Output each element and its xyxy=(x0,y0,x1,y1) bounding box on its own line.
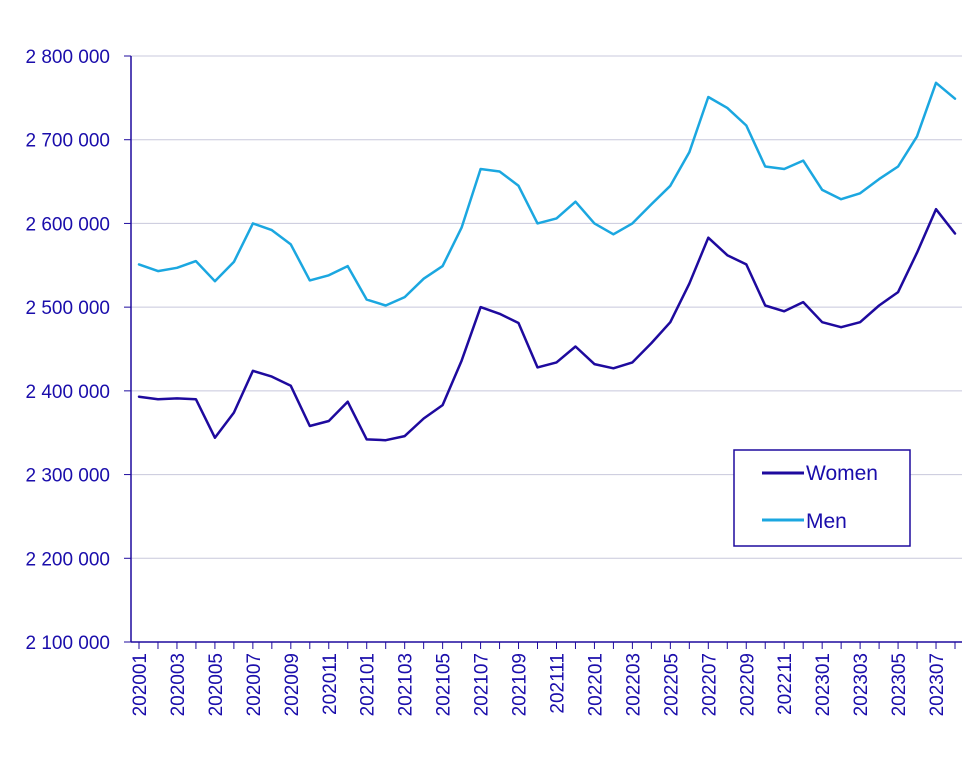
x-tick-label: 202205 xyxy=(661,653,682,716)
x-tick-label: 202105 xyxy=(434,653,455,716)
legend-box xyxy=(733,449,911,547)
series-line-men xyxy=(137,81,957,307)
x-tick-label: 202207 xyxy=(699,653,720,716)
x-tick-label: 202109 xyxy=(510,653,531,716)
x-axis: 202001 202003 202005 202007 202009 202011 2021… xyxy=(130,641,962,716)
x-tick-label: 202101 xyxy=(358,653,379,716)
legend: Women Men xyxy=(733,449,911,547)
x-tick-label: 202111 xyxy=(547,653,568,714)
x-tick-label: 202005 xyxy=(206,653,227,716)
y-tick-label: 2 700 000 xyxy=(25,131,110,152)
x-tick-label: 202203 xyxy=(623,653,644,716)
x-tick-label: 202103 xyxy=(396,653,417,716)
series-lines xyxy=(137,81,957,442)
x-tick-label: 202303 xyxy=(851,653,872,716)
x-tick-label: 202201 xyxy=(585,653,606,716)
y-axis: 2 100 000 2 200 000 2 300 000 2 400 000 2 50… xyxy=(25,47,132,654)
x-tick-label: 202011 xyxy=(320,653,341,715)
x-tick-label: 202307 xyxy=(927,653,948,716)
legend-label-men: Men xyxy=(806,510,847,533)
x-tick-label: 202007 xyxy=(244,653,265,716)
x-tick-label: 202009 xyxy=(282,653,303,716)
y-tick-label: 2 300 000 xyxy=(25,466,110,487)
x-tick-label: 202301 xyxy=(813,653,834,716)
x-tick-label: 202305 xyxy=(889,653,910,716)
x-tick-label: 202209 xyxy=(737,653,758,716)
x-tick-label: 202001 xyxy=(130,653,151,716)
gridlines xyxy=(131,55,962,559)
y-tick-label: 2 800 000 xyxy=(25,47,110,68)
y-tick-label: 2 600 000 xyxy=(25,214,110,235)
y-tick-label: 2 100 000 xyxy=(25,633,110,654)
y-tick-label: 2 500 000 xyxy=(25,298,110,319)
legend-label-women: Women xyxy=(806,462,878,485)
x-tick-label: 202211 xyxy=(775,653,796,715)
y-tick-label: 2 200 000 xyxy=(25,549,110,570)
x-tick-label: 202003 xyxy=(168,653,189,716)
y-tick-label: 2 400 000 xyxy=(25,382,110,403)
series-line-women xyxy=(137,207,957,442)
x-tick-label: 202107 xyxy=(472,653,493,716)
